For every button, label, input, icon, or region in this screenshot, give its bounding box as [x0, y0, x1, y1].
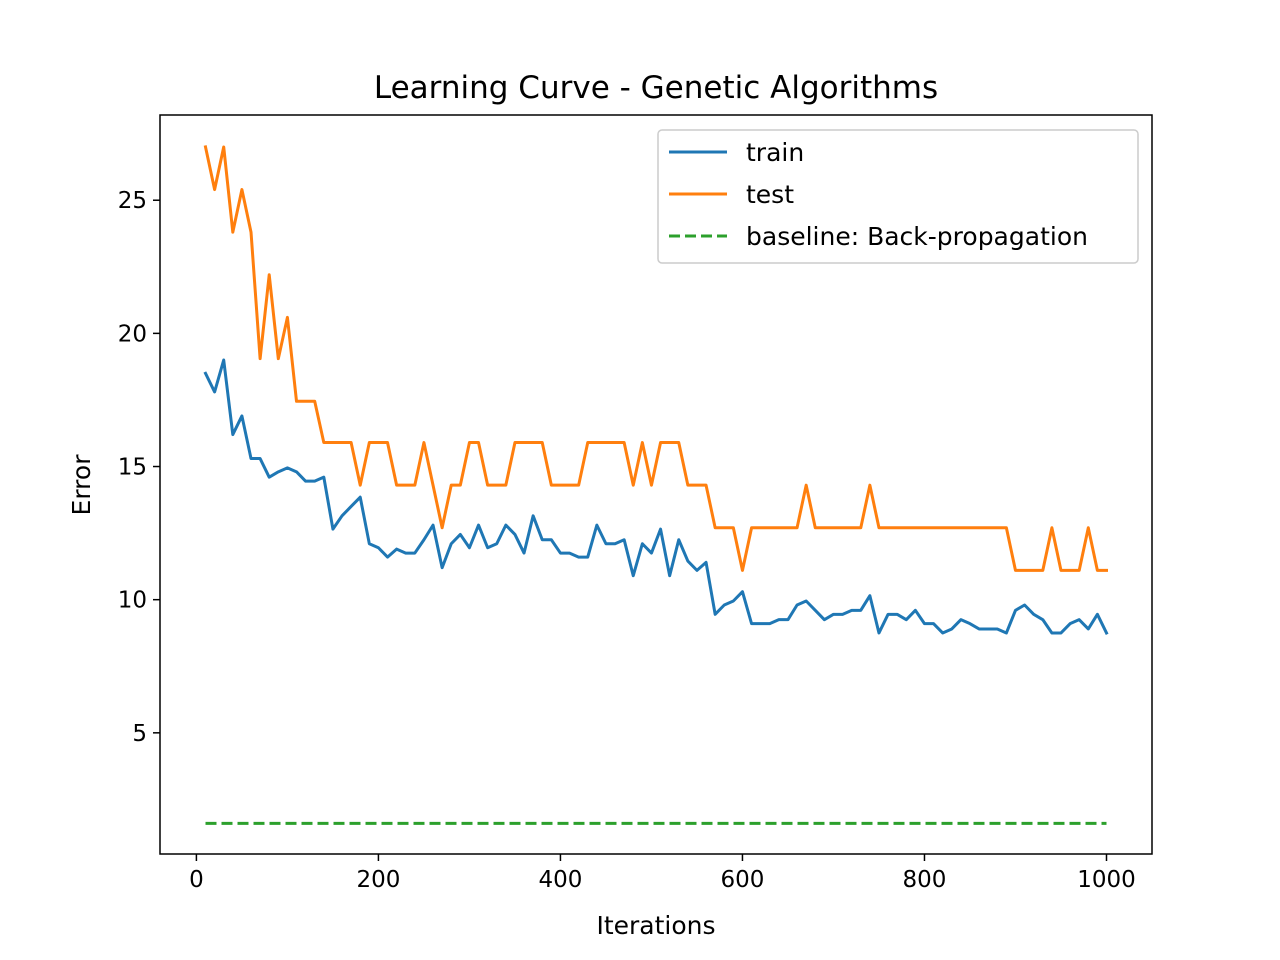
legend-box [657, 129, 1139, 264]
series-line-train [203, 358, 1109, 635]
legend: train test baseline: Back-propagation [657, 129, 1139, 264]
y-axis-ticks: 5 10 15 20 25 [118, 188, 160, 747]
series-layer [203, 145, 1109, 825]
x-tick-label: 0 [189, 867, 204, 893]
x-axis-ticks: 0 200 400 600 800 1000 [189, 854, 1136, 893]
x-tick-label: 400 [538, 867, 582, 893]
x-tick-label: 1000 [1077, 867, 1136, 893]
y-tick-label: 5 [132, 721, 147, 747]
x-tick-label: 200 [356, 867, 400, 893]
legend-test-label: test [746, 180, 794, 209]
y-axis-label: Error [67, 454, 96, 516]
plot-frame [159, 114, 1153, 855]
legend-train-label: train [746, 138, 804, 167]
x-tick-label: 600 [721, 867, 765, 893]
y-tick-label: 10 [118, 588, 147, 614]
legend-baseline-label: baseline: Back-propagation [746, 222, 1088, 251]
y-tick-label: 15 [118, 455, 147, 481]
x-tick-label: 800 [903, 867, 947, 893]
chart-title: Learning Curve - Genetic Algorithms [374, 70, 938, 106]
x-axis-label: Iterations [596, 911, 715, 940]
y-tick-label: 25 [118, 188, 147, 214]
y-tick-label: 20 [118, 321, 147, 347]
series-line-test [203, 145, 1108, 572]
